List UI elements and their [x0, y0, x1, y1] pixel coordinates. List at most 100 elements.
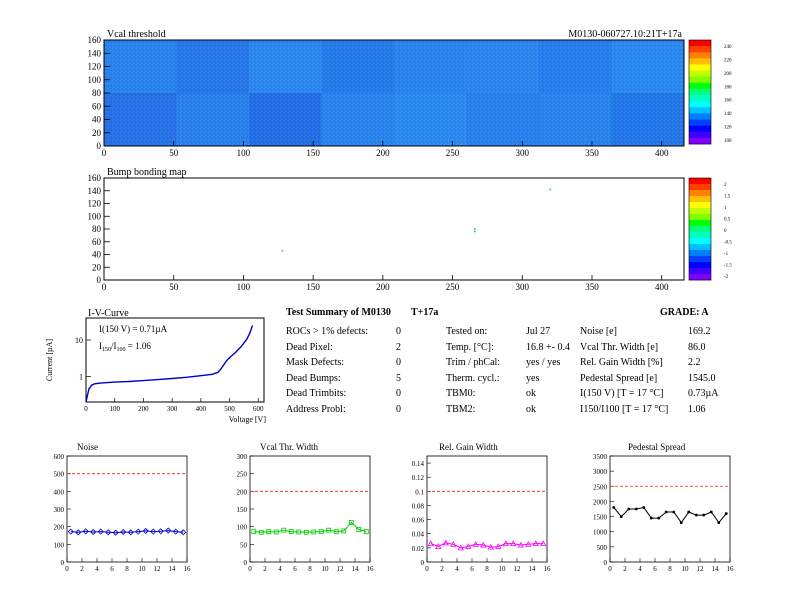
roc-block-texture [394, 40, 467, 93]
y-tick-label: 20 [92, 128, 102, 138]
y-tick-label: 100 [88, 75, 102, 85]
x-tick-label: 300 [516, 148, 530, 158]
trend-x-tick-label: 16 [727, 565, 735, 573]
y-tick-label: 0 [97, 141, 102, 151]
data-point [142, 527, 149, 534]
iv-x-tick-label: 600 [253, 405, 264, 413]
summary-row-value: 2.2 [688, 357, 701, 369]
data-point [457, 544, 464, 551]
summary-grade: GRADE: A [660, 307, 709, 318]
data-point [348, 520, 354, 525]
iv-ratio-i2: /I [111, 341, 117, 351]
palette-swatch [689, 202, 711, 209]
trend-x-tick-label: 2 [440, 565, 444, 573]
y-tick-label: 0 [97, 275, 102, 285]
palette-swatch [689, 88, 711, 96]
summary-row-value: 1.06 [688, 403, 706, 415]
palette-swatch [689, 58, 711, 65]
iv-ylabel: Current [µA] [45, 339, 54, 381]
data-point [135, 528, 142, 535]
roc-block-texture [176, 40, 249, 93]
iv-ratio-sub2: 100 [117, 347, 126, 353]
trend-x-tick-label: 14 [352, 565, 360, 573]
trend-y-tick-label: 50 [240, 541, 248, 549]
data-point [356, 527, 362, 532]
data-point [150, 528, 157, 535]
data-point [266, 529, 272, 535]
trend-x-tick-label: 2 [623, 565, 627, 573]
x-tick-label: 150 [306, 282, 320, 292]
trend-line [430, 542, 544, 549]
roc-block-texture [611, 93, 684, 146]
palette-swatch [689, 82, 711, 90]
palette-swatch [689, 95, 711, 102]
summary-row-label: ROCs > 1% defects: [286, 326, 369, 337]
summary-row-label: Tested on: [446, 326, 488, 337]
palette-label: -1 [724, 252, 729, 257]
trend-x-tick-label: 16 [367, 565, 375, 573]
trend-y-tick-label: 500 [597, 544, 608, 552]
palette-swatch [689, 220, 711, 227]
vcal-map-title: Vcal threshold [107, 29, 166, 40]
summary-row-label: Therm. cycl.: [446, 372, 500, 384]
data-point [90, 528, 97, 536]
x-tick-label: 150 [306, 148, 320, 158]
palette-swatch [689, 208, 711, 215]
bump-map-axes: 0 50 100 150 200 250 300 350 4000204060801001201… [88, 173, 669, 292]
trend-x-tick-label: 6 [470, 565, 474, 573]
summary-row-value: 0 [396, 326, 401, 337]
summary-row-value: 86.0 [688, 341, 706, 353]
trend-y-tick-label: 100 [237, 524, 248, 532]
palette-swatch [689, 256, 711, 263]
data-point [642, 506, 646, 509]
y-tick-label: 40 [92, 250, 102, 260]
bump-map-title: Bump bonding map [107, 167, 186, 178]
palette-label: -0.5 [724, 241, 732, 246]
trend-line [70, 530, 184, 534]
trend-x-tick-label: 8 [308, 565, 312, 573]
iv-ratio-sub1: 150 [102, 347, 111, 353]
x-tick-label: 250 [446, 282, 460, 292]
iv-ratio-value: = 1.06 [126, 341, 152, 351]
palette-swatch [689, 113, 711, 120]
palette-label: 0 [724, 229, 727, 234]
palette-label: 1 [724, 206, 727, 211]
data-point [341, 528, 347, 534]
palette-swatch [689, 226, 711, 233]
x-tick-label: 400 [655, 282, 669, 292]
trend-x-tick-label: 10 [499, 565, 507, 573]
data-point [672, 510, 676, 514]
palette-swatch [689, 119, 711, 126]
trend-y-tick-label: 400 [54, 488, 65, 496]
data-point [157, 528, 164, 535]
trend-y-tick-label: 0 [421, 559, 425, 567]
roc-block-texture [539, 40, 612, 93]
module-id-label: M0130-060727.10:21T+17a [568, 29, 682, 40]
trend-x-tick-label: 14 [529, 565, 537, 573]
trend-y-tick-label: 1000 [593, 529, 608, 537]
iv-xlabel: Voltage [V] [229, 415, 267, 424]
x-tick-label: 350 [585, 282, 599, 292]
trend-y-tick-label: 0.14 [412, 460, 425, 468]
roc-block-texture [104, 40, 177, 93]
iv-x-tick-label: 500 [224, 405, 235, 413]
y-tick-label: 160 [88, 173, 102, 183]
trend-x-tick-label: 4 [455, 565, 459, 573]
trend-y-tick-label: 0 [244, 559, 248, 567]
iv-curve-plot: 0 100 200 300 400 500 600 1 10 [75, 325, 264, 413]
palette-swatch [689, 238, 711, 245]
data-point [82, 528, 89, 535]
trend-x-tick-label: 2 [263, 565, 267, 573]
iv-frame [85, 317, 265, 403]
trend-y-tick-label: 300 [237, 453, 248, 461]
data-point [694, 513, 698, 517]
data-point [127, 529, 134, 536]
data-point [525, 541, 532, 547]
vcal-threshold-heatmap [104, 40, 684, 146]
palette-swatch [689, 107, 711, 114]
summary-row-value: 0 [396, 388, 401, 400]
trend-x-tick-label: 12 [337, 565, 345, 573]
trend-plot-title: Rel. Gain Width [439, 442, 498, 452]
y-tick-label: 80 [92, 224, 102, 234]
